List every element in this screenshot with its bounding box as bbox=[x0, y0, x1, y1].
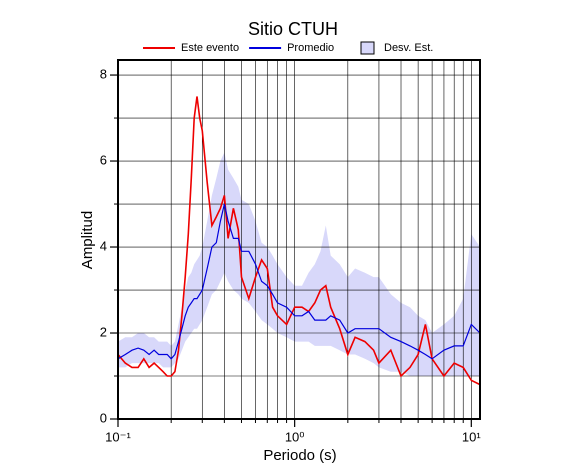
y-tick-label: 2 bbox=[100, 324, 107, 339]
legend-label: Este evento bbox=[181, 42, 239, 54]
legend-label: Promedio bbox=[287, 42, 334, 54]
x-tick-label: 10⁻¹ bbox=[105, 429, 131, 444]
std-band bbox=[118, 152, 480, 376]
chart-title: Sitio CTUH bbox=[248, 19, 338, 39]
y-tick-label: 6 bbox=[100, 152, 107, 167]
y-tick-label: 4 bbox=[100, 238, 107, 253]
plot-frame bbox=[117, 59, 481, 420]
legend-label: Desv. Est. bbox=[384, 42, 433, 54]
x-tick-label: 10¹ bbox=[462, 429, 481, 444]
x-tick-label: 10⁰ bbox=[285, 429, 305, 444]
y-tick-label: 0 bbox=[100, 410, 107, 425]
series-line bbox=[117, 96, 481, 386]
x-axis-label: Periodo (s) bbox=[263, 447, 336, 464]
y-tick-label: 8 bbox=[100, 66, 107, 81]
legend-swatch bbox=[360, 41, 375, 55]
series-line bbox=[117, 203, 481, 360]
y-axis-label: Amplitud bbox=[79, 211, 96, 269]
